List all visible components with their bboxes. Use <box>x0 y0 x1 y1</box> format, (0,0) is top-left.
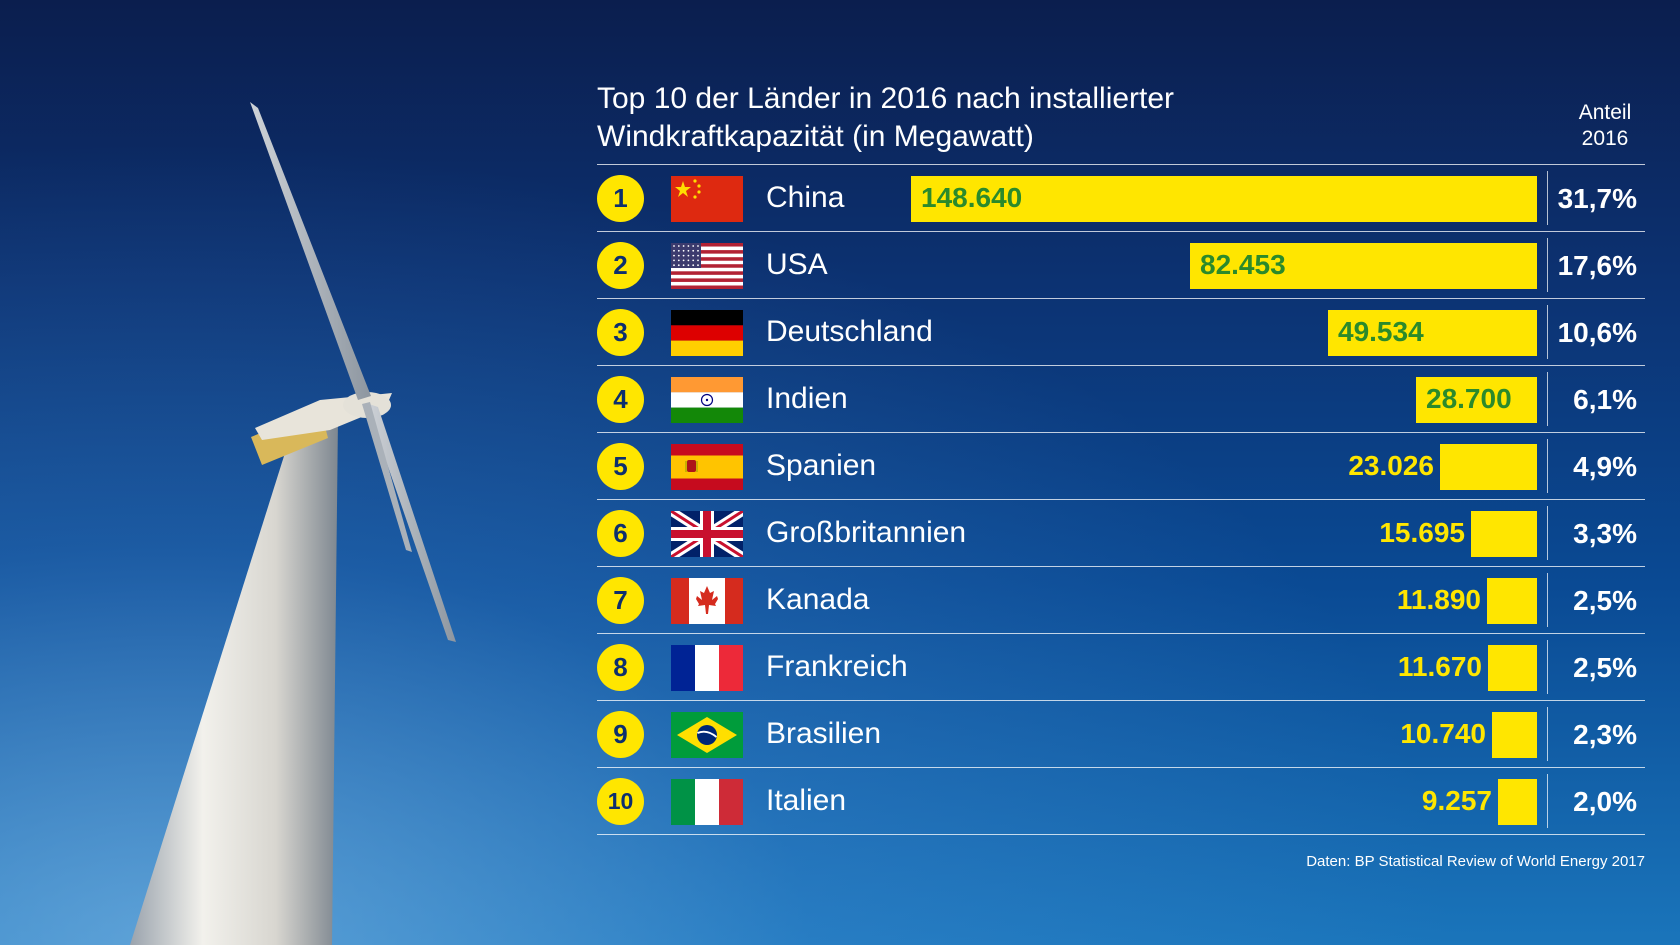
chart-title-line-1: Top 10 der Länder in 2016 nach installie… <box>597 82 1175 115</box>
usa-flag-icon <box>671 243 743 289</box>
value-bar <box>1488 645 1537 691</box>
country-label: Großbritannien <box>766 516 967 549</box>
share-label: 6,1% <box>1573 384 1637 415</box>
value-label: 15.695 <box>1379 517 1465 548</box>
value-label: 49.534 <box>1338 316 1424 347</box>
value-bar <box>1440 444 1537 490</box>
column-divider <box>1547 640 1548 694</box>
china-flag-icon <box>671 176 743 222</box>
rank-badge: 4 <box>597 376 644 423</box>
value-label: 10.740 <box>1400 718 1486 749</box>
column-divider <box>1547 573 1548 627</box>
value-label: 11.890 <box>1396 584 1481 615</box>
value-label: 11.670 <box>1397 651 1482 682</box>
country-label: Indien <box>766 382 848 415</box>
column-divider <box>1547 238 1548 292</box>
table-row: 9 Brasilien 10.740 2,3% <box>597 701 1645 768</box>
chart-title-line-2: Windkraftkapazität (in Megawatt) <box>597 120 1034 153</box>
column-divider <box>1547 372 1548 426</box>
share-label: 10,6% <box>1557 317 1637 348</box>
table-row: 6 Großbritannien 15.695 3,3% <box>597 500 1645 567</box>
chart-title: Top 10 der Länder in 2016 nach installie… <box>597 80 1297 156</box>
france-flag-icon <box>671 645 743 691</box>
rank-badge: 1 <box>597 175 644 222</box>
source-note: Daten: BP Statistical Review of World En… <box>1306 853 1645 870</box>
column-divider <box>1547 506 1548 560</box>
rank-badge: 3 <box>597 309 644 356</box>
table-rows: 1 China 148.640 31,7% 2 USA 82.453 17,6% 3 Deutsc… <box>597 165 1645 835</box>
table-row: 8 Frankreich 11.670 2,5% <box>597 634 1645 701</box>
share-label: 2,0% <box>1573 786 1637 817</box>
value-label: 148.640 <box>921 182 1023 213</box>
wind-turbine-image <box>130 102 456 945</box>
country-label: Spanien <box>766 449 877 482</box>
rank-badge: 7 <box>597 577 644 624</box>
rank-badge: 5 <box>597 443 644 490</box>
value-bar <box>911 176 1537 222</box>
table-row: 5 Spanien 23.026 4,9% <box>597 433 1645 500</box>
country-label: China <box>766 181 845 214</box>
column-divider <box>1547 305 1548 359</box>
value-bar <box>1190 243 1537 289</box>
canada-flag-icon <box>671 578 743 624</box>
value-bar <box>1416 377 1537 423</box>
column-divider <box>1547 439 1548 493</box>
share-label: 31,7% <box>1557 183 1637 214</box>
value-label: 82.453 <box>1200 249 1286 280</box>
germany-flag-icon <box>671 310 743 356</box>
share-header-line-1: Anteil <box>1578 101 1632 124</box>
table-top-divider <box>597 164 1645 165</box>
value-bar <box>1328 310 1537 356</box>
rank-badge: 6 <box>597 510 644 557</box>
table-row: 1 China 148.640 31,7% <box>597 165 1645 232</box>
spain-flag-icon <box>671 444 743 490</box>
share-label: 2,3% <box>1573 719 1637 750</box>
country-label: Italien <box>766 784 847 817</box>
rank-badge: 8 <box>597 644 644 691</box>
share-label: 4,9% <box>1573 451 1637 482</box>
value-bar <box>1498 779 1537 825</box>
share-label: 2,5% <box>1573 585 1637 616</box>
value-label: 23.026 <box>1348 450 1434 481</box>
value-bar <box>1487 578 1537 624</box>
india-flag-icon <box>671 377 743 423</box>
column-divider <box>1547 707 1548 761</box>
country-label: Brasilien <box>766 717 882 750</box>
share-label: 17,6% <box>1557 250 1637 281</box>
value-label: 28.700 <box>1426 383 1512 414</box>
table-row: 7 Kanada 11.890 2,5% <box>597 567 1645 634</box>
table-row: 2 USA 82.453 17,6% <box>597 232 1645 299</box>
share-column-header: Anteil 2016 <box>1555 100 1655 152</box>
brazil-flag-icon <box>671 712 743 758</box>
table-row: 4 Indien 28.700 6,1% <box>597 366 1645 433</box>
value-label: 9.257 <box>1421 785 1492 816</box>
value-bar <box>1471 511 1537 557</box>
column-divider <box>1547 171 1548 225</box>
ranking-table: 1 China 148.640 31,7% 2 USA 82.453 17,6% 3 Deutsc… <box>597 164 1645 835</box>
table-row: 10 Italien 9.257 2,0% <box>597 768 1645 835</box>
country-label: USA <box>766 248 828 281</box>
rank-badge: 9 <box>597 711 644 758</box>
country-label: Frankreich <box>766 650 908 683</box>
italy-flag-icon <box>671 779 743 825</box>
country-label: Deutschland <box>766 315 933 348</box>
country-label: Kanada <box>766 583 870 616</box>
share-label: 2,5% <box>1573 652 1637 683</box>
share-header-line-2: 2016 <box>1581 127 1629 150</box>
value-bar <box>1492 712 1537 758</box>
uk-flag-icon <box>671 511 743 557</box>
share-label: 3,3% <box>1573 518 1637 549</box>
column-divider <box>1547 774 1548 828</box>
table-row: 3 Deutschland 49.534 10,6% <box>597 299 1645 366</box>
rank-badge: 2 <box>597 242 644 289</box>
rank-badge: 10 <box>597 778 644 825</box>
